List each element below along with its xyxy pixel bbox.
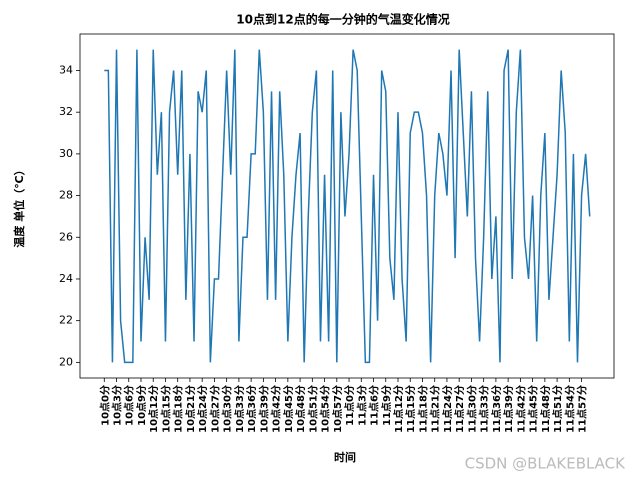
x-tick-label: 11点12分 xyxy=(392,385,405,433)
x-tick-label: 10点39分 xyxy=(257,385,270,433)
x-tick-label: 10点0分 xyxy=(98,385,111,426)
y-tick-label: 28 xyxy=(59,189,73,202)
x-tick-label: 11点21分 xyxy=(429,385,442,433)
x-tick-label: 11点54分 xyxy=(563,385,576,433)
chart-title: 10点到12点的每一分钟的气温变化情况 xyxy=(236,12,449,27)
x-tick-label: 10点27分 xyxy=(208,385,221,433)
x-tick-label: 10点21分 xyxy=(184,385,197,433)
x-tick-label: 10点57分 xyxy=(331,385,344,433)
x-tick-label: 10点36分 xyxy=(245,385,258,433)
y-tick-label: 24 xyxy=(59,272,73,285)
x-tick-label: 10点30分 xyxy=(221,385,234,433)
y-axis-label: 温度 单位（℃） xyxy=(12,164,26,247)
x-tick-label: 11点0分 xyxy=(343,385,356,426)
x-tick-label: 11点18分 xyxy=(416,385,429,433)
temperature-line xyxy=(104,49,591,364)
x-tick-label: 10点45分 xyxy=(282,385,295,433)
y-tick-label: 26 xyxy=(59,230,73,243)
x-tick-label: 11点36分 xyxy=(490,385,503,433)
x-tick-label: 10点6分 xyxy=(123,385,136,426)
x-tick-label: 10点18分 xyxy=(172,385,185,433)
x-tick-label: 11点45分 xyxy=(527,385,540,433)
x-tick-label: 10点42分 xyxy=(270,385,283,433)
x-tick-label: 11点24分 xyxy=(441,385,454,433)
x-tick-label: 11点39分 xyxy=(502,385,515,433)
y-tick-label: 34 xyxy=(59,63,73,76)
y-tick-label: 20 xyxy=(59,355,73,368)
x-tick-label: 10点54分 xyxy=(319,385,332,433)
x-tick-label: 11点30分 xyxy=(465,385,478,433)
x-tick-label: 11点51分 xyxy=(551,385,564,433)
x-tick-label: 10点9分 xyxy=(135,385,148,426)
x-tick-label: 10点12分 xyxy=(147,385,160,433)
x-tick-label: 10点15分 xyxy=(159,385,172,433)
x-tick-label: 11点15分 xyxy=(404,385,417,433)
y-tick-label: 30 xyxy=(59,147,73,160)
plot-frame xyxy=(79,33,615,379)
x-tick-label: 10点48分 xyxy=(294,385,307,433)
x-tick-label: 10点33分 xyxy=(233,385,246,433)
x-tick-label: 11点3分 xyxy=(355,385,368,426)
x-axis-label: 时间 xyxy=(334,450,356,464)
x-tick-label: 10点24分 xyxy=(196,385,209,433)
x-tick-label: 11点27分 xyxy=(453,385,466,433)
x-tick-label: 11点33分 xyxy=(478,385,491,433)
x-tick-label: 11点9分 xyxy=(380,385,393,426)
y-tick-label: 32 xyxy=(59,105,73,118)
x-tick-label: 11点42分 xyxy=(514,385,527,433)
x-tick-label: 10点51分 xyxy=(306,385,319,433)
y-tick-label: 22 xyxy=(59,314,73,327)
watermark: CSDN @BLAKEBLACK xyxy=(465,455,627,473)
x-tick-label: 10点3分 xyxy=(111,385,124,426)
x-tick-label: 11点57分 xyxy=(576,385,589,433)
x-tick-label: 11点6分 xyxy=(368,385,381,426)
x-tick-label: 11点48分 xyxy=(539,385,552,433)
